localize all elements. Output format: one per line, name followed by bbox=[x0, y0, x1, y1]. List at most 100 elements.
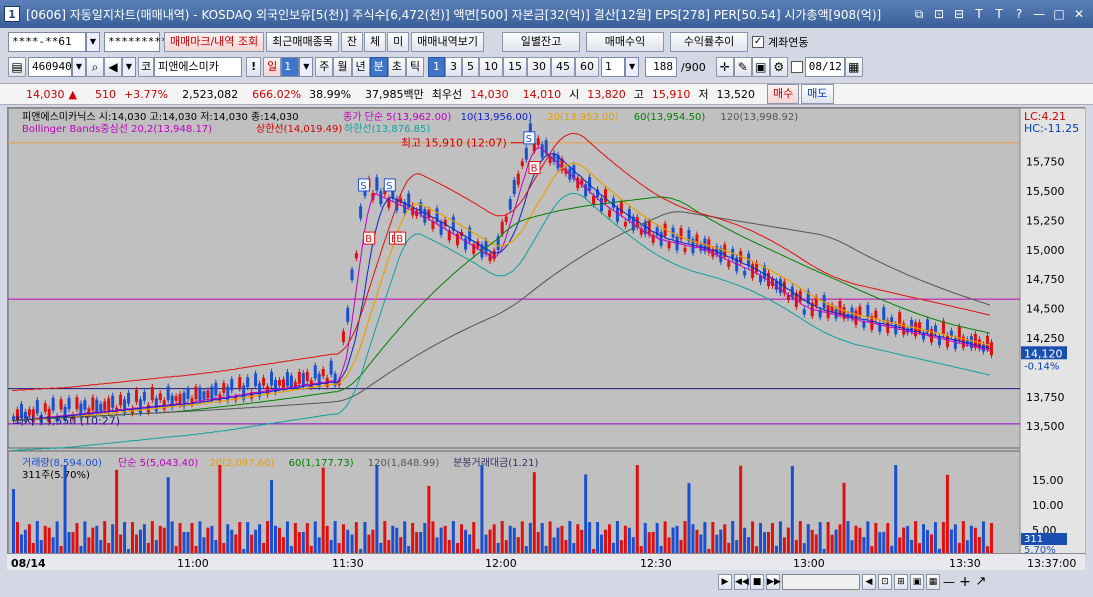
sound-icon[interactable]: ◀ bbox=[104, 57, 122, 77]
layout-icon[interactable]: ⊞ bbox=[894, 574, 908, 590]
date-checkbox[interactable] bbox=[790, 61, 803, 73]
candle-body bbox=[341, 331, 345, 343]
tile-icon[interactable]: ⊟ bbox=[953, 7, 965, 21]
fit-icon[interactable]: ⊡ bbox=[878, 574, 892, 590]
period-tick[interactable]: 틱 bbox=[405, 57, 425, 77]
volume-bar bbox=[55, 521, 59, 555]
toolbar-stock: ▤ 460940 ▼ ⌕ ◀ ▼ 코 피앤에스미카 ! 일 1 ▼ 주 월 년 … bbox=[0, 56, 1093, 78]
trade-profit-button[interactable]: 매매수익 bbox=[586, 32, 665, 52]
account-link-checkbox[interactable]: ✓ 계좌연동 bbox=[752, 34, 812, 50]
code-input[interactable]: 460940 bbox=[28, 57, 72, 77]
help-icon[interactable]: ? bbox=[1015, 7, 1023, 21]
volume-bar bbox=[814, 534, 818, 555]
trade-history-button[interactable]: 매매내역보기 bbox=[411, 32, 485, 52]
date-input[interactable]: 08/12 bbox=[804, 57, 845, 77]
candle-body bbox=[770, 278, 774, 286]
period-second[interactable]: 초 bbox=[387, 57, 406, 77]
screen-icon[interactable]: ▣ bbox=[910, 574, 924, 590]
low-annotation: 최저 13,550 (10:27) bbox=[14, 414, 120, 427]
volume-bar bbox=[671, 527, 675, 555]
interval-30[interactable]: 30 bbox=[527, 57, 552, 77]
trade-mark-button[interactable]: 매매마크/내역 조회 bbox=[164, 32, 265, 52]
candle-body bbox=[603, 189, 607, 203]
zoom-out-icon[interactable]: — bbox=[943, 575, 955, 589]
text-icon[interactable]: T bbox=[995, 7, 1003, 21]
forward-icon[interactable]: ▶▶ bbox=[766, 574, 781, 590]
maximize-button[interactable]: □ bbox=[1053, 7, 1065, 21]
page-count-input[interactable]: 188 bbox=[645, 57, 678, 77]
sound-dropdown-icon[interactable]: ▼ bbox=[122, 57, 136, 77]
candle-body bbox=[874, 310, 878, 319]
day-count[interactable]: 1 bbox=[281, 57, 300, 77]
chart-menu-icon[interactable]: ▤ bbox=[8, 57, 26, 77]
period-year[interactable]: 년 bbox=[351, 57, 370, 77]
code-dropdown-icon[interactable]: ▼ bbox=[72, 57, 86, 77]
chart-area[interactable]: 15,750 15,500 15,250 15,000 14,750 14,500 14,2… bbox=[7, 107, 1087, 556]
period-minute[interactable]: 분 bbox=[369, 57, 388, 77]
rewind-icon[interactable]: ◀◀ bbox=[734, 574, 749, 590]
volume-bar bbox=[202, 537, 206, 555]
price-chart[interactable]: 15,750 15,500 15,250 15,000 14,750 14,500 14,2… bbox=[7, 107, 1087, 556]
gear-icon[interactable]: ⚙ bbox=[769, 57, 788, 77]
interval-3[interactable]: 3 bbox=[445, 57, 463, 77]
candle-body bbox=[572, 165, 576, 180]
draw-icon[interactable]: ✎ bbox=[733, 57, 752, 77]
minimize-button[interactable]: — bbox=[1033, 7, 1045, 21]
tab-mi[interactable]: 미 bbox=[387, 32, 410, 52]
volume-bar bbox=[301, 532, 305, 555]
period-month[interactable]: 월 bbox=[333, 57, 352, 77]
alert-icon[interactable]: ! bbox=[246, 57, 262, 77]
stock-name-field[interactable]: 피앤에스미카 bbox=[154, 57, 243, 77]
candle-body bbox=[798, 290, 802, 302]
daily-balance-button[interactable]: 일별잔고 bbox=[502, 32, 581, 52]
scroll-track[interactable] bbox=[782, 574, 860, 590]
crosshair-icon[interactable]: ✛ bbox=[715, 57, 734, 77]
restore-icon[interactable]: ⊡ bbox=[933, 7, 945, 21]
candle-body bbox=[695, 234, 699, 245]
scroll-left-icon[interactable]: ◀ bbox=[862, 574, 876, 590]
password-input[interactable]: ********* bbox=[104, 32, 168, 52]
close-button[interactable]: ✕ bbox=[1073, 7, 1085, 21]
volume-bar bbox=[127, 548, 131, 555]
profit-trend-button[interactable]: 수익률추이 bbox=[670, 32, 749, 52]
tab-jan[interactable]: 잔 bbox=[340, 32, 364, 52]
candle-body bbox=[214, 382, 218, 396]
interval-60[interactable]: 60 bbox=[575, 57, 600, 77]
volume-bar bbox=[305, 523, 309, 555]
interval-5[interactable]: 5 bbox=[462, 57, 480, 77]
sell-button[interactable]: 매도 bbox=[801, 84, 834, 104]
price-tick-label: 13,500 bbox=[1026, 420, 1065, 433]
period-day[interactable]: 일 bbox=[263, 57, 282, 77]
grid-icon[interactable]: ▦ bbox=[926, 574, 940, 590]
period-week[interactable]: 주 bbox=[315, 57, 334, 77]
volume-bar bbox=[627, 527, 631, 555]
zoom-in-icon[interactable]: + bbox=[959, 574, 971, 590]
calendar-icon[interactable]: ▦ bbox=[844, 57, 863, 77]
unit-dropdown-icon[interactable]: ▼ bbox=[625, 57, 640, 77]
volume-bar bbox=[500, 521, 504, 555]
save-icon[interactable]: ▣ bbox=[751, 57, 770, 77]
pin-icon[interactable]: T bbox=[975, 7, 983, 21]
reset-icon[interactable]: ↗ bbox=[975, 574, 987, 589]
buy-button[interactable]: 매수 bbox=[767, 84, 800, 104]
chart-scrollbar[interactable]: ▶ ◀◀ ■ ▶▶ ◀ ⊡ ⊞ ▣ ▦ — + ↗ bbox=[0, 572, 1093, 592]
candle-body bbox=[464, 238, 468, 250]
interval-10[interactable]: 10 bbox=[479, 57, 504, 77]
candle-body bbox=[715, 246, 719, 255]
tab-che[interactable]: 체 bbox=[364, 32, 387, 52]
stop-icon[interactable]: ■ bbox=[750, 574, 764, 590]
scroll-right-icon[interactable]: ▶ bbox=[718, 574, 732, 590]
unit-count-input[interactable]: 1 bbox=[601, 57, 626, 77]
link-icon[interactable]: ⧉ bbox=[914, 7, 924, 21]
account-dropdown-icon[interactable]: ▼ bbox=[86, 32, 100, 52]
volume-bar bbox=[47, 527, 51, 555]
interval-15[interactable]: 15 bbox=[503, 57, 528, 77]
volume-bar bbox=[99, 540, 103, 555]
recent-trades-button[interactable]: 최근매매종목 bbox=[266, 32, 339, 52]
search-icon[interactable]: ⌕ bbox=[86, 57, 104, 77]
account-input[interactable]: ****-**61 bbox=[8, 32, 86, 52]
volume-bar bbox=[262, 542, 266, 555]
interval-45[interactable]: 45 bbox=[551, 57, 576, 77]
day-dropdown-icon[interactable]: ▼ bbox=[299, 57, 314, 77]
interval-1[interactable]: 1 bbox=[428, 57, 446, 77]
